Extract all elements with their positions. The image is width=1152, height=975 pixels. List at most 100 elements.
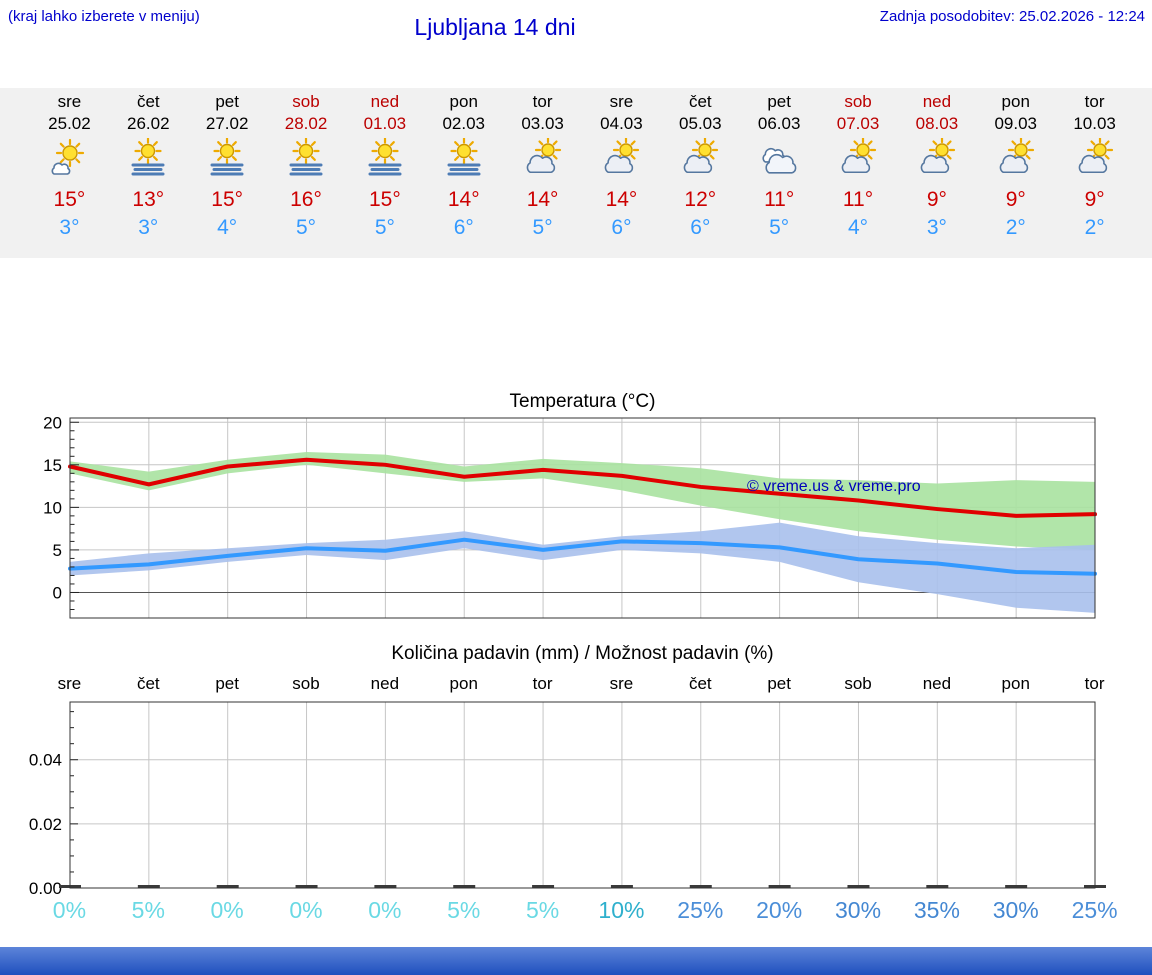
temp-y-tick-label: 10 bbox=[43, 498, 62, 517]
day-column: pet 27.02 15° 4° bbox=[188, 91, 267, 240]
day-name: čet bbox=[688, 92, 712, 111]
day-date: 02.03 bbox=[442, 114, 485, 133]
day-name: čet bbox=[136, 92, 160, 111]
page-title-wrap: Ljubljana 14 dni bbox=[0, 14, 990, 41]
precip-day-label: sob bbox=[844, 674, 872, 693]
precip-day-label: tor bbox=[532, 674, 553, 693]
sun-fog-icon bbox=[424, 138, 503, 180]
precip-day-labels: sre čet pet sob ned pon tor sre čet pet sob ned pon t… bbox=[30, 674, 1134, 694]
precip-probability: 30% bbox=[992, 897, 1039, 923]
precip-probability: 5% bbox=[525, 897, 560, 923]
day-name: pet bbox=[215, 92, 239, 111]
day-low-temp: 3° bbox=[926, 216, 947, 239]
day-name: sob bbox=[292, 92, 320, 111]
precip-probability: 0% bbox=[52, 897, 87, 923]
precip-probability: 25% bbox=[677, 897, 724, 923]
partly-cloudy-icon bbox=[1055, 138, 1134, 180]
forecast-strip: sre 25.02 15° 3° čet 26.02 13° 3° pet 27.02 15° 4° s… bbox=[0, 88, 1152, 258]
day-high-temp: 12° bbox=[684, 188, 717, 211]
precip-probabilities: 0% 5% 0% 0% 0% 5% 5% 10% 25% 20% 30% 35% 30% 25% bbox=[30, 897, 1134, 924]
day-date: 09.03 bbox=[994, 114, 1038, 133]
max-range-band bbox=[70, 452, 1095, 550]
day-column: sob 07.03 11° 4° bbox=[819, 91, 898, 240]
precipitation-bar bbox=[216, 885, 239, 888]
partly-cloudy-icon bbox=[897, 138, 976, 180]
day-low-temp: 2° bbox=[1005, 216, 1026, 239]
precip-probability: 20% bbox=[756, 897, 803, 923]
precip-probability: 0% bbox=[289, 897, 323, 923]
precipitation-bar bbox=[453, 885, 476, 888]
temp-y-tick-label: 15 bbox=[43, 456, 62, 475]
precip-day-label: sob bbox=[292, 674, 320, 693]
precip-probability: 0% bbox=[210, 897, 244, 923]
day-high-temp: 14° bbox=[526, 188, 559, 211]
precip-day-label: čet bbox=[688, 674, 712, 693]
day-name: sre bbox=[609, 92, 634, 111]
day-high-temp: 9° bbox=[926, 188, 947, 211]
precip-day-label: ned bbox=[370, 674, 400, 693]
precip-day-label: pon bbox=[1001, 674, 1030, 693]
precipitation-bar bbox=[610, 885, 633, 888]
day-name: pet bbox=[767, 92, 791, 111]
precip-day-label: tor bbox=[1084, 674, 1105, 693]
day-high-temp: 15° bbox=[368, 188, 401, 211]
day-name: tor bbox=[532, 92, 553, 111]
page-title: Ljubljana 14 dni bbox=[414, 14, 576, 40]
day-high-temp: 13° bbox=[132, 188, 165, 211]
day-name: sre bbox=[57, 92, 82, 111]
precipitation-chart: 0.00 0.02 0.04 bbox=[29, 701, 1106, 896]
day-column: čet 05.03 12° 6° bbox=[661, 91, 740, 240]
precipitation-bar bbox=[926, 885, 949, 888]
precip-probability: 30% bbox=[835, 897, 882, 923]
day-high-temp: 9° bbox=[1005, 188, 1026, 211]
day-date: 06.03 bbox=[757, 114, 801, 133]
day-column: pet 06.03 11° 5° bbox=[740, 91, 819, 240]
partly-cloudy-icon bbox=[661, 138, 740, 180]
menu-hint: (kraj lahko izberete v meniju) bbox=[8, 8, 200, 25]
precipitation-bar bbox=[847, 885, 870, 888]
precip-y-tick-label: 0.04 bbox=[29, 751, 62, 770]
day-high-temp: 9° bbox=[1084, 188, 1105, 211]
sun-fog-icon bbox=[188, 138, 267, 180]
precip-probability: 35% bbox=[913, 897, 960, 923]
day-high-temp: 15° bbox=[211, 188, 244, 211]
precipitation-bar bbox=[374, 885, 397, 888]
day-high-temp: 14° bbox=[605, 188, 638, 211]
day-column: ned 01.03 15° 5° bbox=[345, 91, 424, 240]
day-low-temp: 3° bbox=[59, 216, 80, 239]
day-high-temp: 11° bbox=[764, 188, 795, 211]
precip-day-label: sre bbox=[609, 674, 634, 693]
temp-y-tick-label: 0 bbox=[53, 583, 62, 602]
day-column: tor 03.03 14° 5° bbox=[503, 91, 582, 240]
watermark-link[interactable]: © vreme.us & vreme.pro bbox=[747, 478, 921, 495]
day-column: čet 26.02 13° 3° bbox=[109, 91, 188, 240]
day-date: 03.03 bbox=[521, 114, 564, 133]
day-name: pon bbox=[449, 92, 478, 111]
precip-day-label: pon bbox=[449, 674, 478, 693]
day-date: 08.03 bbox=[915, 114, 959, 133]
day-date: 01.03 bbox=[363, 114, 407, 133]
day-name: pon bbox=[1001, 92, 1030, 111]
temp-y-tick-label: 20 bbox=[43, 415, 62, 432]
min-temperature-line bbox=[68, 537, 1097, 576]
day-high-temp: 14° bbox=[447, 188, 480, 211]
day-low-temp: 6° bbox=[453, 216, 474, 239]
precip-y-tick-label: 0.02 bbox=[29, 815, 62, 834]
day-low-temp: 5° bbox=[532, 216, 553, 239]
precipitation-bar bbox=[1005, 885, 1028, 888]
sun-fog-icon bbox=[345, 138, 424, 180]
day-high-temp: 15° bbox=[53, 188, 86, 211]
day-date: 04.03 bbox=[600, 114, 643, 133]
precip-day-label: pet bbox=[767, 674, 791, 693]
day-date: 26.02 bbox=[127, 114, 170, 133]
precip-day-label: pet bbox=[215, 674, 239, 693]
day-column: sre 04.03 14° 6° bbox=[582, 91, 661, 240]
day-column: ned 08.03 9° 3° bbox=[897, 91, 976, 240]
precipitation-chart-title: Količina padavin (mm) / Možnost padavin … bbox=[391, 643, 774, 664]
day-columns: sre 25.02 15° 3° čet 26.02 13° 3° pet 27.02 15° 4° s… bbox=[30, 91, 1134, 240]
partly-cloudy-icon bbox=[503, 138, 582, 180]
day-high-temp: 16° bbox=[290, 188, 322, 211]
last-update: Zadnja posodobitev: 25.02.2026 - 12:24 bbox=[879, 8, 1145, 25]
day-high-temp: 11° bbox=[842, 188, 874, 211]
precip-probability: 10% bbox=[598, 897, 645, 923]
